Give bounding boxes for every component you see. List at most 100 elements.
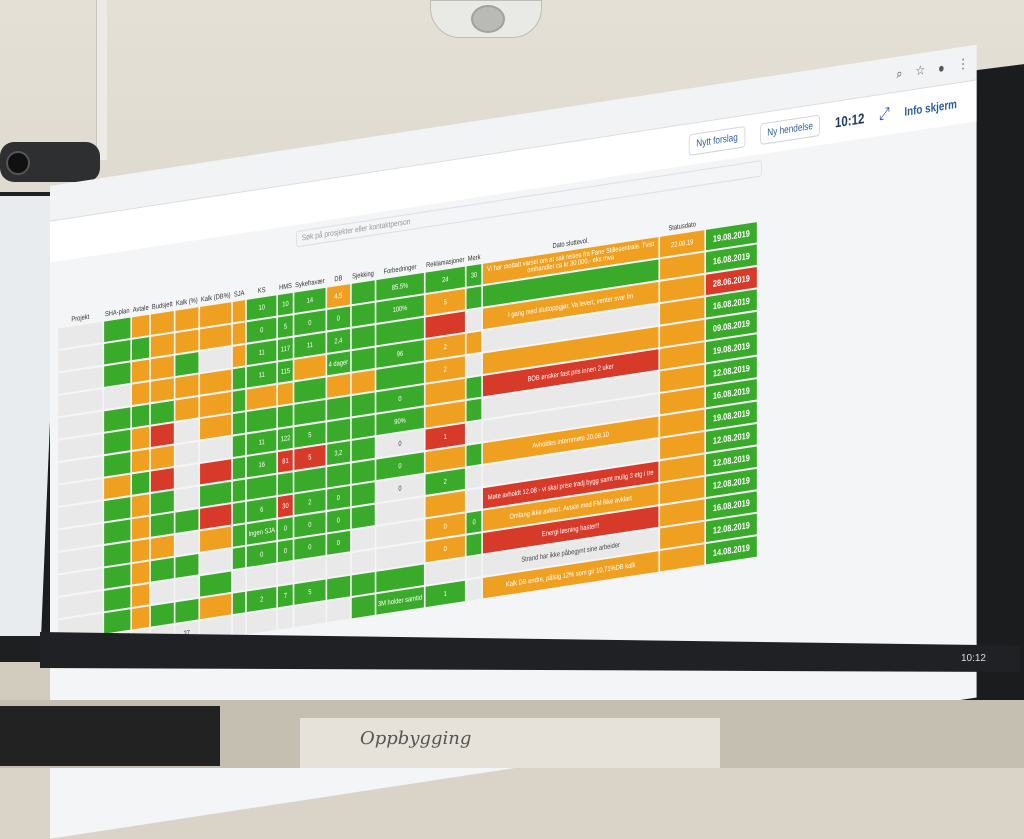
status-cell: 0 — [246, 542, 277, 568]
status-cell — [351, 392, 375, 417]
avatar-icon[interactable]: ● — [938, 59, 945, 76]
status-cell: 11 — [246, 340, 277, 366]
status-cell — [151, 468, 174, 492]
status-cell — [233, 412, 246, 435]
status-cell — [200, 302, 232, 328]
status-cell — [351, 527, 375, 552]
status-cell: 10 — [246, 295, 277, 321]
status-cell — [200, 571, 232, 597]
status-cell: 5 — [294, 579, 326, 605]
status-cell — [104, 452, 131, 477]
project-table: Projekt SHA-plan Avtale Budsjett Kalk (%) Kal… — [57, 181, 759, 665]
menu-icon[interactable]: ⋮ — [957, 55, 969, 73]
status-cell — [466, 331, 482, 354]
soundbar — [0, 706, 220, 766]
column-header: Kalk (%) — [175, 297, 198, 308]
status-cell — [326, 396, 350, 421]
status-cell — [151, 423, 174, 448]
status-cell — [131, 494, 150, 518]
status-cell — [351, 302, 375, 327]
status-cell — [131, 539, 150, 563]
status-cell — [104, 497, 131, 522]
status-cell: 1 — [425, 580, 466, 608]
status-cell: 5 — [294, 444, 326, 471]
status-cell — [246, 609, 277, 635]
status-cell: 117 — [278, 337, 293, 361]
status-cell — [175, 396, 199, 421]
status-cell — [131, 606, 150, 630]
status-cell — [151, 400, 174, 425]
status-cell — [466, 421, 482, 444]
status-cell — [294, 377, 326, 403]
status-cell: 14 — [294, 287, 326, 313]
column-header: Kalk (DB%) — [200, 292, 231, 304]
info-screen-link[interactable]: Info skjerm — [904, 96, 957, 119]
column-header: Sjekking — [352, 270, 374, 281]
status-cell — [466, 286, 482, 310]
status-cell — [233, 457, 246, 480]
status-cell: 4,5 — [326, 284, 350, 308]
zoom-icon[interactable]: ⌕ — [896, 65, 903, 82]
status-cell — [351, 414, 375, 439]
status-cell — [104, 564, 131, 589]
clock: 10:12 — [835, 109, 865, 131]
status-cell — [175, 464, 199, 489]
status-cell — [200, 526, 232, 552]
webcam — [0, 142, 100, 182]
status-cell — [104, 340, 131, 365]
status-cell — [104, 586, 131, 612]
column-header: Merk — [467, 254, 481, 264]
suggest-button[interactable]: Nytt forslag — [688, 125, 746, 156]
status-cell — [278, 606, 293, 630]
status-cell: 2 — [246, 586, 277, 612]
status-cell — [131, 359, 150, 383]
status-cell: 5 — [278, 315, 293, 338]
status-cell: 122 — [278, 427, 293, 451]
status-cell — [104, 362, 131, 387]
status-cell — [466, 533, 482, 556]
status-cell — [151, 355, 174, 380]
status-cell: 2 — [294, 489, 326, 515]
status-cell — [233, 614, 246, 637]
column-header: Reklamasjoner — [426, 256, 465, 270]
status-cell — [131, 381, 150, 406]
status-cell — [466, 353, 482, 377]
paper-sheet — [300, 718, 720, 768]
status-cell — [151, 445, 174, 470]
new-event-button[interactable]: Ny hendelse — [759, 113, 821, 145]
status-cell: 6 — [246, 497, 277, 523]
wall-pipe — [96, 0, 107, 160]
status-cell — [233, 524, 246, 547]
status-cell — [200, 459, 232, 485]
expand-icon[interactable]: ⤢ — [879, 104, 890, 124]
status-cell — [233, 569, 246, 592]
status-cell — [175, 576, 199, 601]
status-cell: 4 dager — [326, 351, 350, 376]
status-cell — [200, 347, 232, 373]
status-cell — [351, 459, 375, 484]
column-header: DB — [334, 275, 343, 284]
status-cell: 2,4 — [326, 329, 350, 353]
status-cell — [246, 407, 277, 433]
column-header: Sykefravær — [295, 277, 325, 290]
status-cell — [466, 578, 482, 601]
status-cell: 0 — [294, 512, 326, 538]
status-cell — [104, 609, 131, 634]
status-cell — [246, 564, 277, 590]
status-cell — [175, 486, 199, 511]
status-cell — [233, 434, 246, 457]
status-cell — [151, 333, 174, 358]
status-cell — [151, 512, 174, 537]
status-cell: 0 — [326, 508, 350, 533]
status-cell — [466, 376, 482, 399]
status-cell: 0 — [278, 539, 293, 563]
star-icon[interactable]: ☆ — [915, 61, 926, 79]
status-cell: 10 — [278, 292, 293, 316]
status-cell — [326, 373, 350, 398]
status-cell — [233, 546, 246, 570]
status-cell — [351, 594, 375, 619]
status-cell — [200, 549, 232, 575]
status-cell: 16 — [246, 452, 277, 478]
status-cell — [151, 310, 174, 335]
status-cell — [131, 516, 150, 540]
